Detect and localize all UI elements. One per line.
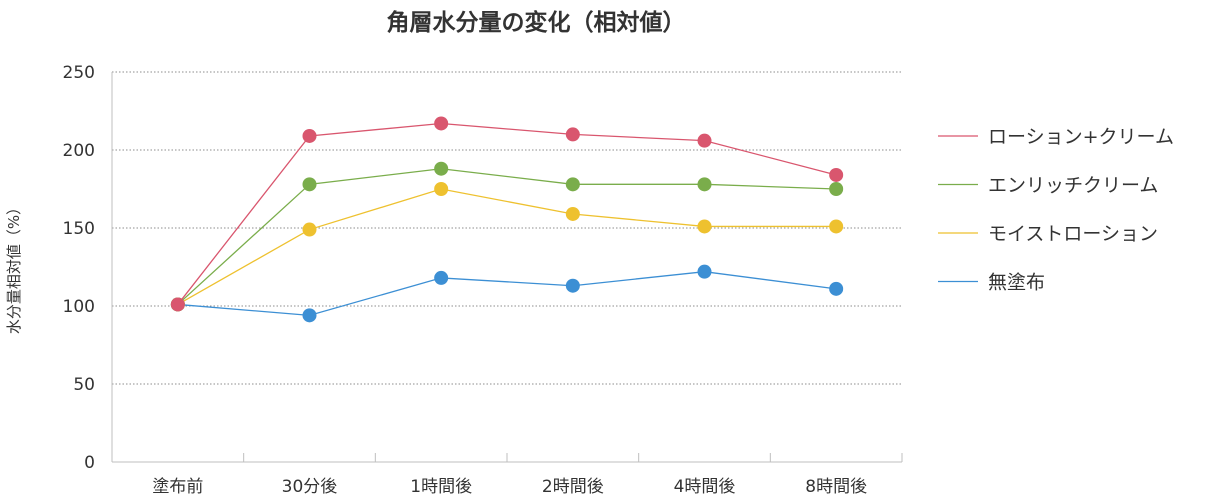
y-tick-label: 50 <box>73 375 95 395</box>
legend-label: エンリッチクリーム <box>988 175 1158 197</box>
y-tick-label: 100 <box>63 297 95 317</box>
data-point <box>434 161 449 176</box>
data-point <box>434 182 449 196</box>
series-line <box>177 122 837 305</box>
series-line <box>177 188 837 306</box>
data-point <box>170 297 185 312</box>
y-axis-ticks: 0 50 100 150 200 250 <box>63 63 95 473</box>
data-point <box>565 278 580 293</box>
legend-item: エンリッチクリーム <box>938 175 1158 197</box>
y-tick-label: 200 <box>63 141 95 161</box>
x-tick-label: 塗布前 <box>152 476 203 496</box>
data-point <box>829 167 844 182</box>
y-tick-label: 250 <box>63 63 95 83</box>
data-point <box>565 127 580 142</box>
series-line <box>177 168 837 305</box>
data-point <box>697 177 712 192</box>
legend-label: ローション+クリーム <box>988 126 1174 148</box>
x-tick-label: 2時間後 <box>542 477 604 496</box>
legend-item: ローション+クリーム <box>938 126 1174 148</box>
data-point <box>829 281 844 296</box>
x-axis-ticks: 塗布前 30分後 1時間後 2時間後 4時間後 8時間後 <box>152 476 867 496</box>
x-tick-label: 30分後 <box>282 477 338 496</box>
legend-label: モイストローション <box>988 223 1158 245</box>
x-tick-label: 1時間後 <box>410 477 472 496</box>
data-point <box>697 133 712 148</box>
data-point <box>829 219 844 234</box>
x-tick-label: 4時間後 <box>674 477 736 496</box>
y-axis-label: 水分量相対値（%） <box>5 200 23 334</box>
series-group <box>170 116 844 323</box>
data-point <box>697 264 712 279</box>
data-point <box>565 206 580 221</box>
data-point <box>302 177 317 192</box>
x-tick-label: 8時間後 <box>805 477 867 496</box>
data-point <box>829 182 844 196</box>
legend-item: 無塗布 <box>938 271 1045 294</box>
series-2 <box>170 182 844 312</box>
legend-label: 無塗布 <box>988 271 1045 294</box>
data-point <box>302 222 317 237</box>
data-point <box>302 308 317 323</box>
data-point <box>434 116 449 131</box>
gridlines <box>112 71 902 385</box>
data-point <box>434 270 449 285</box>
data-point <box>697 219 712 234</box>
chart-title: 角層水分量の変化（相対値） <box>387 9 686 36</box>
series-line <box>177 271 837 317</box>
series-3 <box>170 264 844 323</box>
data-point <box>565 177 580 192</box>
series-0 <box>170 116 844 312</box>
legend-item: モイストローション <box>938 223 1158 245</box>
data-point <box>302 128 317 143</box>
axes <box>111 72 903 463</box>
y-tick-label: 150 <box>63 219 95 239</box>
y-tick-label: 0 <box>84 453 95 473</box>
